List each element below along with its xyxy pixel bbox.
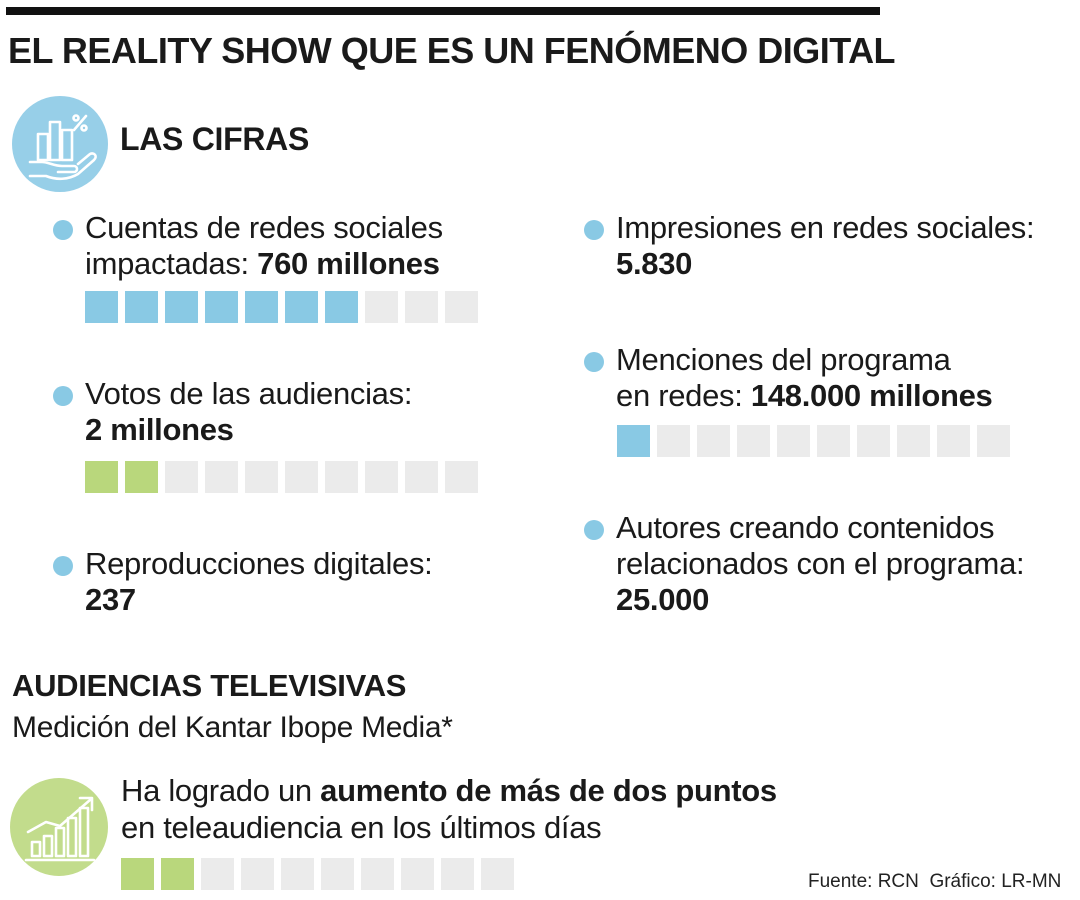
bar-segment-filled	[125, 291, 158, 323]
bullet-dot	[584, 220, 604, 240]
stat-label-cont: relacionados con el programa:	[616, 546, 1025, 581]
chart-hand-icon	[12, 96, 108, 192]
bar-segment-filled	[205, 291, 238, 323]
bar-segment-empty	[325, 461, 358, 493]
stat-label: Autores creando contenidos	[616, 510, 995, 545]
bar-menciones	[617, 425, 1010, 457]
bar-segment-empty	[897, 425, 930, 457]
stat-cuentas-redes: Cuentas de redes sociales impactadas: 76…	[53, 210, 523, 282]
bar-segment-filled	[161, 858, 194, 890]
bullet-dot	[53, 556, 73, 576]
audiencias-line1-prefix: Ha logrado un	[121, 773, 321, 808]
bar-segment-empty	[205, 461, 238, 493]
bar-segment-empty	[937, 425, 970, 457]
bar-segment-empty	[777, 425, 810, 457]
bar-segment-empty	[857, 425, 890, 457]
bar-segment-filled	[125, 461, 158, 493]
bar-segment-filled	[245, 291, 278, 323]
credit-text: Gráfico: LR-MN	[929, 871, 1062, 892]
bar-segment-filled	[165, 291, 198, 323]
bar-segment-empty	[361, 858, 394, 890]
bar-segment-empty	[697, 425, 730, 457]
growth-chart-icon	[10, 778, 108, 876]
stat-value: 237	[85, 582, 136, 617]
bar-segment-empty	[201, 858, 234, 890]
bar-audiencias	[121, 858, 514, 890]
stat-value: 5.830	[616, 246, 693, 281]
top-rule	[6, 7, 880, 15]
stat-reproducciones: Reproducciones digitales: 237	[53, 546, 523, 618]
bullet-dot	[584, 352, 604, 372]
bullet-dot	[53, 220, 73, 240]
bar-segment-filled	[285, 291, 318, 323]
bar-segment-filled	[325, 291, 358, 323]
bar-segment-empty	[285, 461, 318, 493]
bar-segment-empty	[365, 291, 398, 323]
bar-segment-empty	[405, 461, 438, 493]
bar-segment-empty	[401, 858, 434, 890]
bullet-dot	[584, 520, 604, 540]
bar-segment-empty	[281, 858, 314, 890]
stat-label-cont: en redes:	[616, 378, 751, 413]
bar-segment-empty	[481, 858, 514, 890]
bar-segment-empty	[365, 461, 398, 493]
main-title: EL REALITY SHOW QUE ES UN FENÓMENO DIGIT…	[8, 30, 896, 71]
stat-value: 2 millones	[85, 412, 234, 447]
cifras-heading: LAS CIFRAS	[120, 121, 310, 157]
bar-segment-filled	[121, 858, 154, 890]
stat-label: Cuentas de redes sociales	[85, 210, 443, 245]
bar-segment-empty	[657, 425, 690, 457]
bar-segment-empty	[445, 291, 478, 323]
source-text: Fuente: RCN	[808, 871, 919, 892]
audiencias-line1: Ha logrado un aumento de más de dos punt…	[121, 773, 777, 809]
stat-value: 25.000	[616, 582, 710, 617]
audiencias-subheading: Medición del Kantar Ibope Media*	[12, 711, 453, 744]
bar-cuentas-redes	[85, 291, 478, 323]
stat-votos: Votos de las audiencias: 2 millones	[53, 376, 523, 448]
bar-segment-empty	[817, 425, 850, 457]
bar-segment-empty	[165, 461, 198, 493]
bar-segment-empty	[977, 425, 1010, 457]
stat-value: 148.000 millones	[750, 378, 993, 413]
bar-segment-empty	[241, 858, 274, 890]
stat-menciones: Menciones del programa en redes: 148.000…	[584, 342, 1064, 414]
bar-segment-filled	[85, 291, 118, 323]
audiencias-heading: AUDIENCIAS TELEVISIVAS	[12, 668, 407, 703]
bar-segment-empty	[441, 858, 474, 890]
stat-label: Reproducciones digitales:	[85, 546, 433, 581]
stat-label: Votos de las audiencias:	[85, 376, 413, 411]
stat-label: Menciones del programa	[616, 342, 951, 377]
stat-label: Impresiones en redes sociales:	[616, 210, 1035, 245]
stat-label-cont: impactadas:	[85, 246, 258, 281]
bar-segment-empty	[321, 858, 354, 890]
bar-segment-filled	[617, 425, 650, 457]
audiencias-line1-bold: aumento de más de dos puntos	[320, 773, 777, 808]
audiencias-line2: en teleaudiencia en los últimos días	[121, 810, 602, 845]
bar-segment-empty	[405, 291, 438, 323]
bullet-dot	[53, 386, 73, 406]
bar-segment-filled	[85, 461, 118, 493]
bar-segment-empty	[737, 425, 770, 457]
stat-value: 760 millones	[257, 246, 440, 281]
stat-autores: Autores creando contenidos relacionados …	[584, 510, 1064, 618]
bar-segment-empty	[245, 461, 278, 493]
bar-segment-empty	[445, 461, 478, 493]
bar-votos	[85, 461, 478, 493]
source-credit: Fuente: RCN Gráfico: LR-MN	[808, 871, 1061, 893]
stat-impresiones: Impresiones en redes sociales: 5.830	[584, 210, 1064, 282]
